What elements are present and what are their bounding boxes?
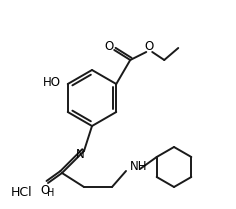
Text: O: O (145, 41, 154, 54)
Text: HO: HO (43, 76, 61, 89)
Text: HCl: HCl (11, 186, 33, 199)
Text: O: O (105, 41, 114, 54)
Text: NH: NH (130, 161, 148, 173)
Text: H: H (47, 188, 55, 198)
Text: N: N (76, 148, 84, 161)
Text: O: O (40, 185, 50, 198)
